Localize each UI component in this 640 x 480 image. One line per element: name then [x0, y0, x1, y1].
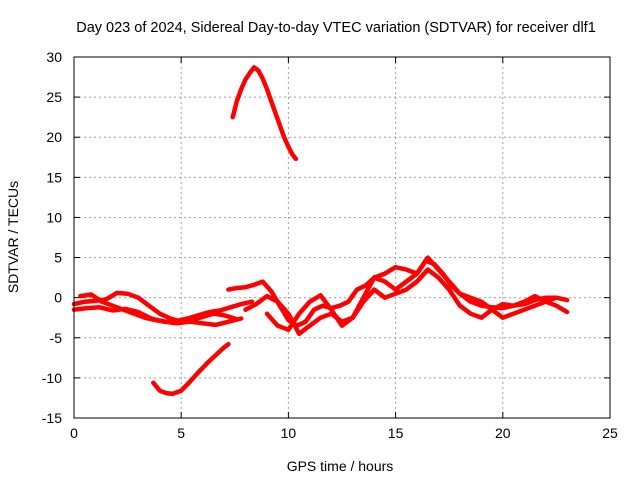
y-tick-label--5: -5 — [50, 330, 63, 346]
y-tick-label-25: 25 — [46, 89, 62, 105]
data-series — [71, 65, 570, 397]
y-tick-label-0: 0 — [54, 290, 62, 306]
y-axis-label: SDTVAR / TECUs — [5, 181, 21, 293]
x-axis-label: GPS time / hours — [287, 458, 394, 474]
chart-title: Day 023 of 2024, Sidereal Day-to-day VTE… — [76, 20, 596, 36]
series-line-arc-e — [243, 267, 570, 337]
x-tick-label-0: 0 — [70, 425, 78, 441]
series-line-arc-c — [78, 292, 255, 324]
y-tick-label--10: -10 — [42, 370, 62, 386]
plot-frame — [73, 56, 611, 419]
x-tick-label-5: 5 — [177, 425, 185, 441]
y-tick-label-20: 20 — [46, 129, 62, 145]
axis-ticks: 0 5 10 15 20 25 -15 -10 -5 0 5 10 15 20 25 30 — [42, 49, 618, 441]
series-line-arc-high — [230, 65, 299, 162]
y-tick-label-10: 10 — [46, 209, 62, 225]
grid-lines — [74, 57, 610, 418]
x-tick-label-25: 25 — [602, 425, 618, 441]
x-tick-label-15: 15 — [388, 425, 404, 441]
y-tick-label-30: 30 — [46, 49, 62, 65]
x-tick-label-20: 20 — [495, 425, 511, 441]
y-tick-label-15: 15 — [46, 169, 62, 185]
series-line-arc-low — [151, 341, 231, 397]
y-tick-label--15: -15 — [42, 410, 62, 426]
y-tick-label-5: 5 — [54, 250, 62, 266]
series-line-arc-f — [264, 255, 559, 333]
x-tick-label-10: 10 — [281, 425, 297, 441]
